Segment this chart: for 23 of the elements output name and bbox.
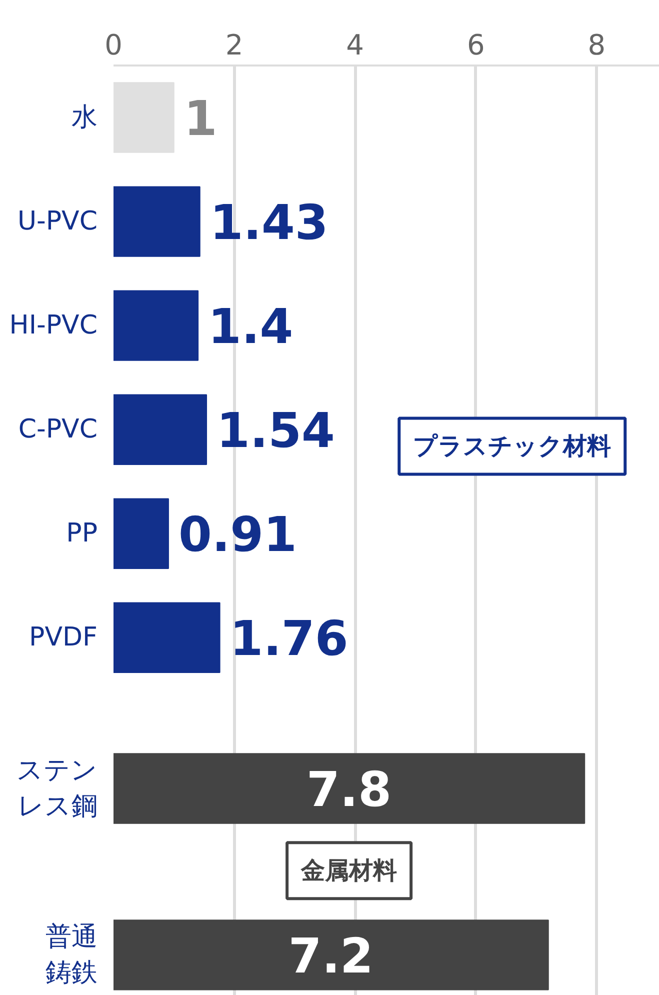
y-tick-label: U-PVC: [17, 206, 98, 237]
data-label: 1.43: [210, 195, 328, 252]
x-tick-label: 8: [588, 28, 606, 62]
y-tick-label: 水: [72, 102, 98, 133]
y-tick-label: ステンレス鋼: [16, 755, 98, 822]
data-label: 1.76: [230, 611, 348, 668]
data-label: 1.54: [216, 403, 335, 460]
data-label: 7.8: [306, 762, 392, 818]
y-tick-label: C-PVC: [18, 414, 98, 445]
y-tick-label: PP: [66, 518, 98, 549]
data-label: 1: [184, 91, 218, 148]
y-tick-label: PVDF: [29, 622, 98, 653]
x-tick-label: 0: [104, 28, 122, 62]
data-label: 7.2: [288, 928, 374, 984]
y-tick-label: 普通鋳鉄: [46, 922, 98, 988]
x-tick-label: 4: [346, 28, 364, 62]
y-tick-label: HI-PVC: [9, 310, 98, 341]
data-label: 0.91: [178, 507, 297, 564]
annotation: 金属材料: [300, 856, 398, 885]
x-tick-label: 2: [225, 28, 244, 62]
x-tick-label: 6: [466, 28, 485, 62]
annotation: プラスチック材料: [413, 432, 612, 460]
data-label: 1.4: [208, 299, 294, 356]
